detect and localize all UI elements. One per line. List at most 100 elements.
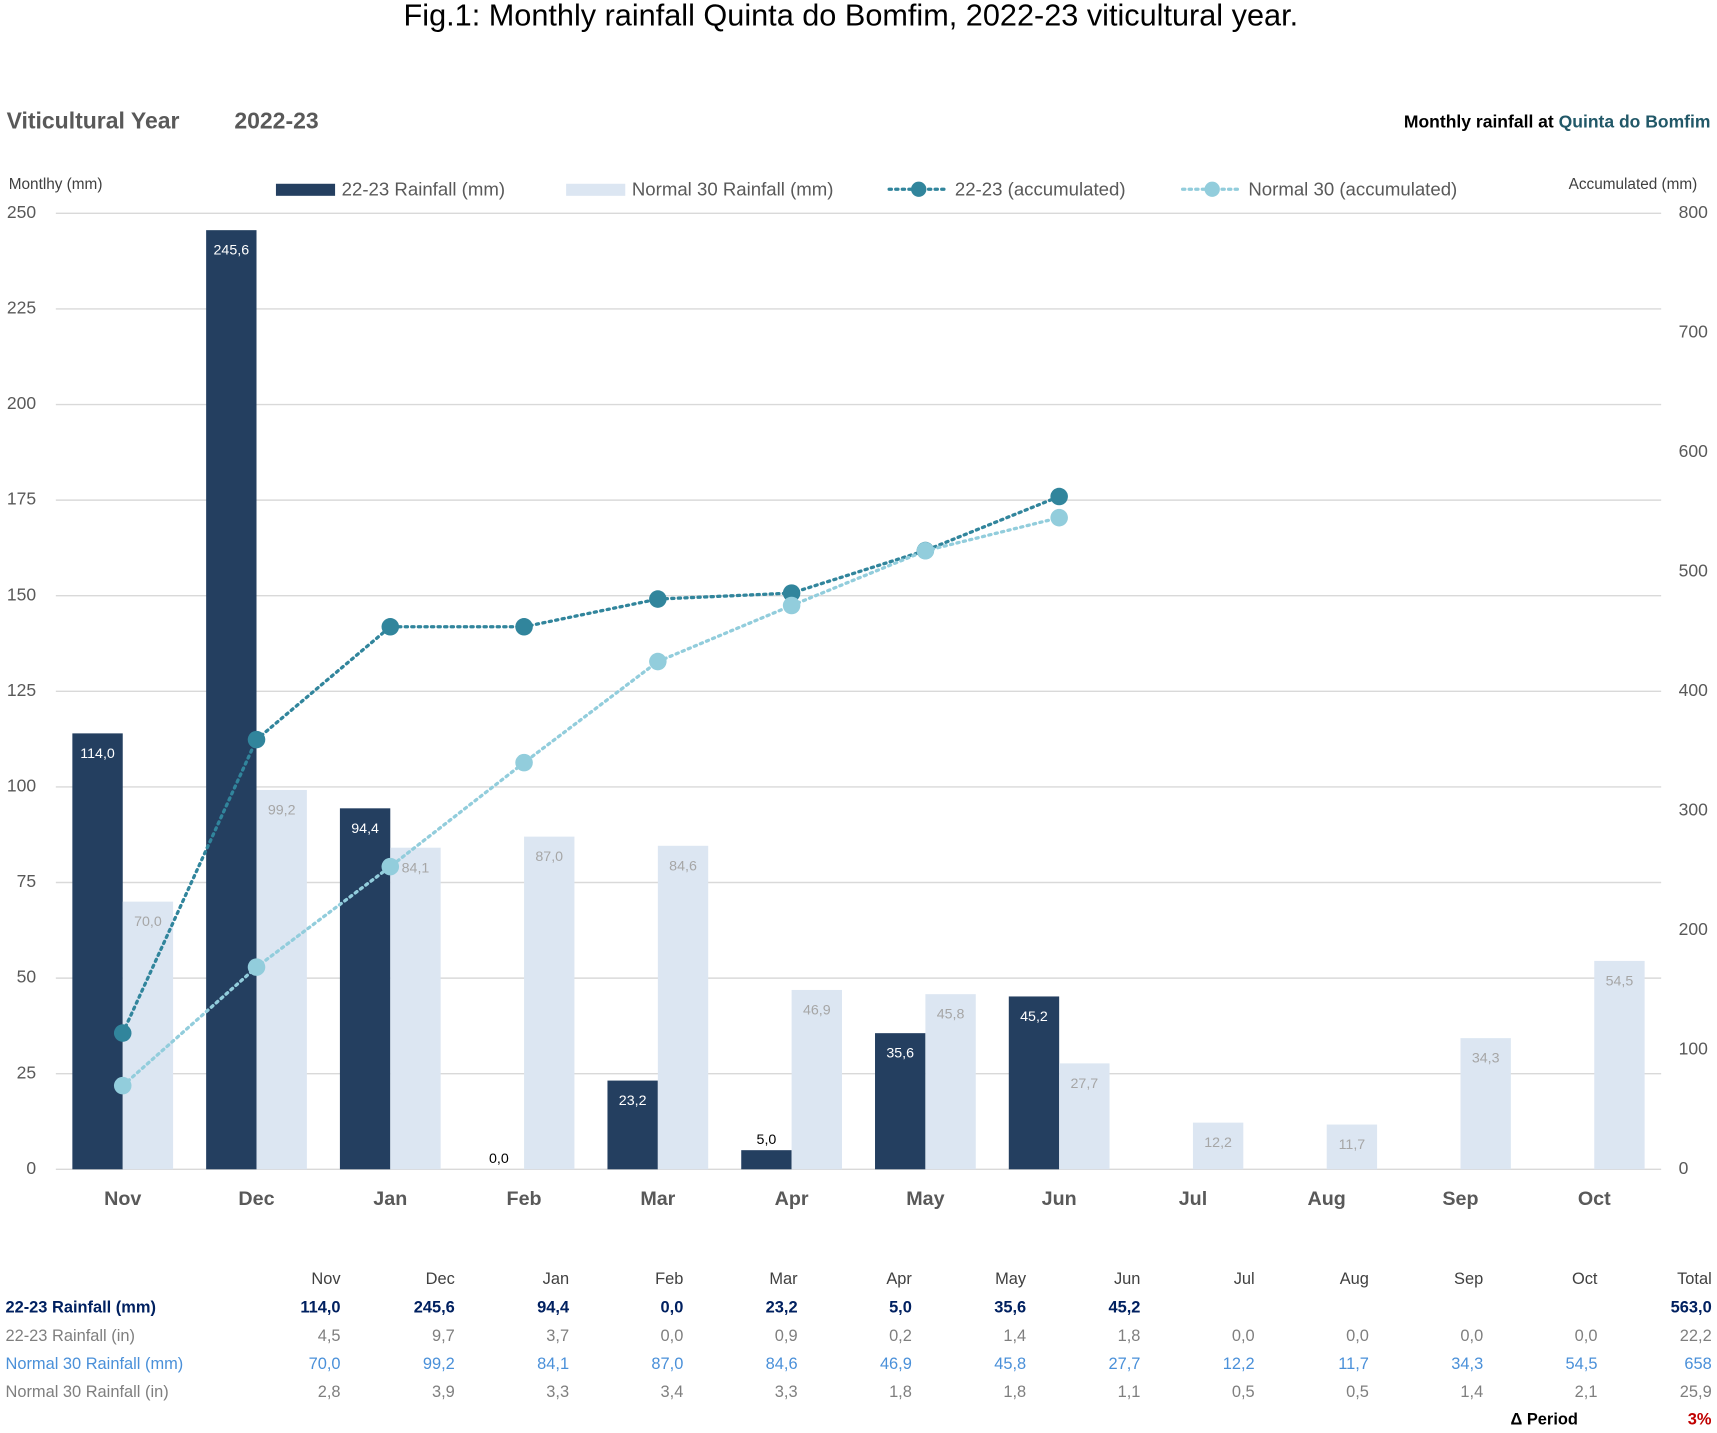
legend-label: Normal 30 (accumulated) xyxy=(1248,178,1457,199)
data-label: 27,7 xyxy=(1071,1076,1099,1092)
line-marker xyxy=(515,618,533,636)
y-tick-label: 25 xyxy=(17,1062,36,1082)
line-marker xyxy=(381,618,400,636)
table-row-label: Normal 30 Rainfall (mm) xyxy=(5,1355,183,1373)
table-cell: 1,8 xyxy=(1003,1383,1026,1401)
y-tick-label: 75 xyxy=(17,871,36,891)
x-tick-label: Jul xyxy=(1179,1188,1207,1210)
table-cell: 0,5 xyxy=(1232,1383,1255,1401)
table-cell: 563,0 xyxy=(1671,1299,1712,1317)
line-marker xyxy=(1050,487,1068,506)
y2-tick-label: 0 xyxy=(1679,1158,1689,1178)
bar xyxy=(1192,1122,1244,1170)
legend-label: Normal 30 Rainfall (mm) xyxy=(632,178,834,199)
table-cell: 34,3 xyxy=(1451,1355,1483,1373)
bar xyxy=(791,989,842,1170)
table-row-label: 22-23 Rainfall (in) xyxy=(5,1327,134,1345)
table-header: May xyxy=(995,1270,1027,1288)
data-label: 87,0 xyxy=(535,849,563,865)
table-cell: 84,1 xyxy=(537,1355,569,1373)
x-tick-label: Jan xyxy=(373,1188,407,1210)
table-cell: 0,0 xyxy=(661,1299,684,1317)
legend-marker xyxy=(911,181,927,197)
y2-tick-label: 200 xyxy=(1679,919,1708,939)
table-cell: 1,4 xyxy=(1003,1327,1026,1345)
bar xyxy=(925,994,976,1170)
y-tick-label: 225 xyxy=(7,298,36,318)
y-tick-label: 100 xyxy=(7,776,36,796)
data-label: 5,0 xyxy=(757,1132,777,1148)
line-marker xyxy=(381,857,400,876)
line xyxy=(121,494,1061,1035)
table-header: Aug xyxy=(1340,1270,1369,1288)
table-header: Feb xyxy=(655,1270,683,1288)
data-label: 0,0 xyxy=(489,1151,509,1167)
line-marker xyxy=(649,590,667,608)
table-cell: 0,0 xyxy=(661,1327,684,1345)
table-cell: 99,2 xyxy=(423,1355,455,1373)
table-cell: 4,5 xyxy=(318,1327,341,1345)
table-cell: 22,2 xyxy=(1680,1327,1712,1345)
bar xyxy=(875,1033,926,1170)
table-cell: 87,0 xyxy=(651,1355,683,1373)
bar xyxy=(524,836,575,1170)
y2-tick-label: 300 xyxy=(1679,799,1708,819)
line-marker xyxy=(247,958,266,976)
x-tick-label: Oct xyxy=(1578,1188,1611,1210)
line-marker xyxy=(649,652,667,671)
table-header: Total xyxy=(1677,1270,1712,1288)
y2-tick-label: 800 xyxy=(1679,202,1708,222)
x-tick-label: Jun xyxy=(1042,1188,1077,1210)
line-marker xyxy=(113,1024,132,1042)
table-header: Dec xyxy=(426,1270,455,1288)
bar xyxy=(206,230,257,1170)
table-cell: 3,3 xyxy=(775,1383,798,1401)
table-header: Mar xyxy=(769,1270,798,1288)
data-label: 245,6 xyxy=(214,243,250,259)
table-cell: 2,8 xyxy=(318,1383,341,1401)
y2-tick-label: 400 xyxy=(1679,680,1708,700)
table-cell: 658 xyxy=(1684,1355,1711,1373)
table-cell: 46,9 xyxy=(880,1355,912,1373)
delta-value: 3% xyxy=(1688,1410,1712,1428)
data-label: 54,5 xyxy=(1606,973,1634,989)
subtitle: Viticultural Year xyxy=(7,108,180,134)
legend-marker xyxy=(1204,181,1220,197)
subtitle-place: Quinta do Bomfim xyxy=(1559,111,1711,131)
data-label: 12,2 xyxy=(1204,1135,1232,1151)
table-header: Jun xyxy=(1114,1270,1140,1288)
data-label: 35,6 xyxy=(886,1046,914,1062)
table-cell: 1,4 xyxy=(1460,1383,1483,1401)
table-cell: 35,6 xyxy=(994,1299,1026,1317)
x-tick-label: Mar xyxy=(640,1188,675,1210)
table-cell: 70,0 xyxy=(309,1355,341,1373)
table-cell: 11,7 xyxy=(1338,1355,1369,1373)
data-label: 99,2 xyxy=(268,803,296,819)
data-label: 46,9 xyxy=(803,1003,831,1019)
table-cell: 9,7 xyxy=(432,1327,455,1345)
y2-tick-label: 100 xyxy=(1679,1038,1708,1058)
x-tick-label: Apr xyxy=(775,1188,809,1210)
x-tick-label: Feb xyxy=(507,1188,542,1210)
y2-tick-label: 500 xyxy=(1679,560,1708,580)
line-marker xyxy=(113,1076,132,1095)
delta-label: Δ Period xyxy=(1511,1410,1578,1428)
table-header: Jan xyxy=(543,1270,569,1288)
table-cell: 23,2 xyxy=(766,1299,798,1317)
data-label: 34,3 xyxy=(1472,1051,1500,1067)
y-tick-label: 0 xyxy=(26,1158,36,1178)
table-cell: 45,2 xyxy=(1108,1299,1140,1317)
table-header: Sep xyxy=(1454,1270,1483,1288)
table-cell: 45,8 xyxy=(994,1355,1026,1373)
subtitle-text: Monthly rainfall at xyxy=(1404,111,1559,131)
table-cell: 0,2 xyxy=(889,1327,912,1345)
bar xyxy=(72,733,123,1170)
y-axis-label: Montlhy (mm) xyxy=(9,176,103,193)
table-header: Oct xyxy=(1572,1270,1598,1288)
line xyxy=(121,516,1061,1088)
x-tick-label: Sep xyxy=(1442,1188,1478,1210)
table-cell: 5,0 xyxy=(889,1299,912,1317)
table-cell: 0,0 xyxy=(1460,1327,1483,1345)
